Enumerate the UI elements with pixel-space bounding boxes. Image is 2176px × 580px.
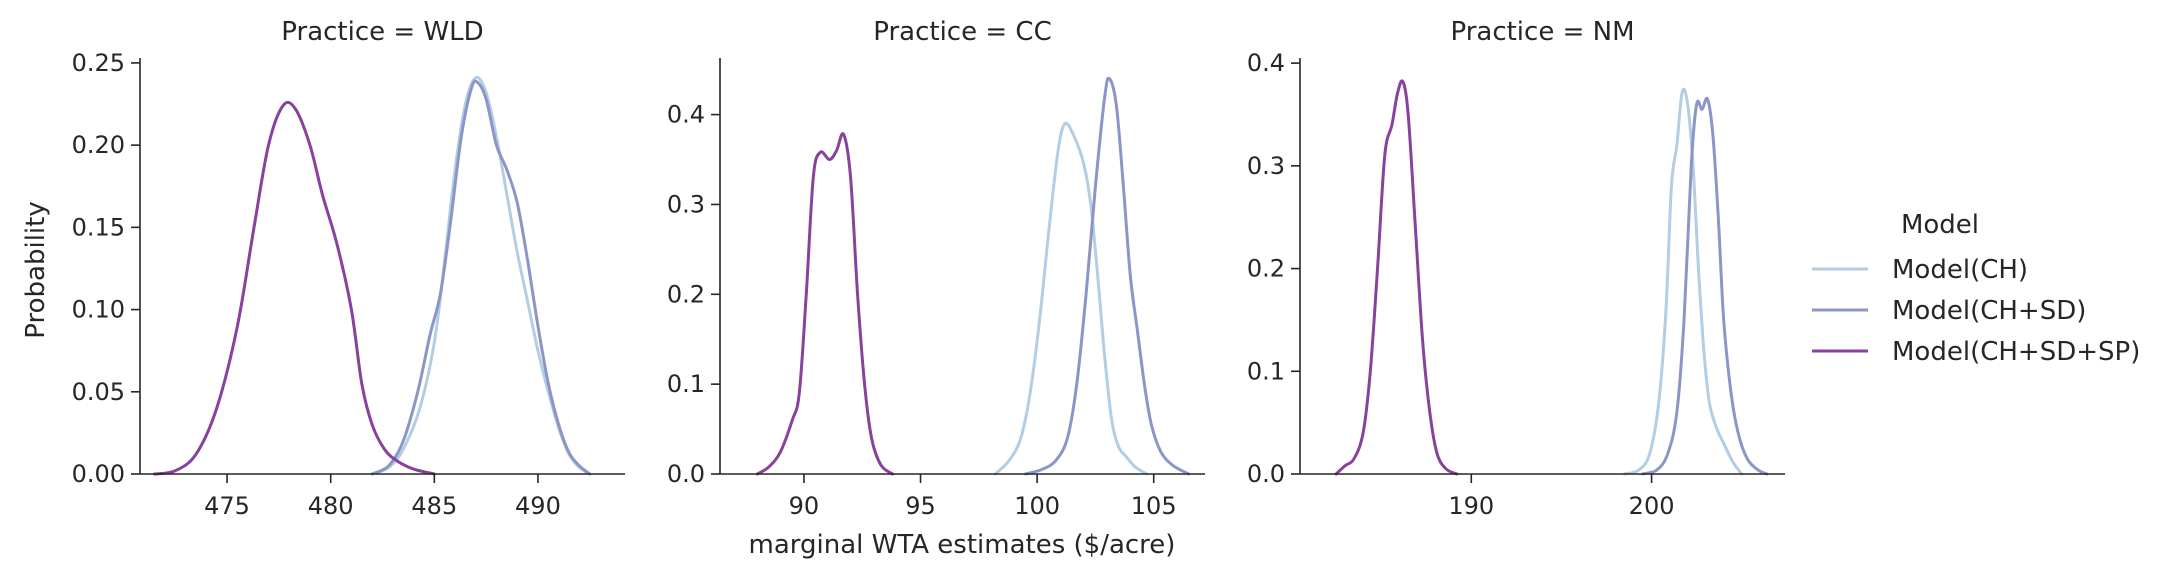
y-tick-label: 0.05 (72, 378, 125, 406)
density-curve-model-ch-sd-sp (755, 132, 895, 476)
y-tick-label: 0.2 (667, 280, 705, 308)
y-tick-label: 0.1 (1247, 357, 1285, 385)
y-tick-label: 0.3 (667, 190, 705, 218)
density-curve-model-ch-sd-sp (153, 100, 436, 476)
y-tick-label: 0.2 (1247, 255, 1285, 283)
x-tick-label: 190 (1448, 492, 1494, 520)
density-curve-model-ch-sd (1641, 96, 1769, 476)
density-curve-model-ch-sd (1023, 76, 1191, 476)
density-curve-model-ch (1623, 87, 1744, 476)
legend-item-model-ch: Model(CH) (1812, 255, 2028, 285)
x-tick-label: 95 (905, 492, 936, 520)
x-tick-label: 475 (204, 492, 250, 520)
legend-label: Model(CH) (1892, 255, 2028, 285)
x-axis-label: marginal WTA estimates ($/acre) (749, 530, 1176, 560)
y-tick-label: 0.4 (667, 101, 705, 129)
legend-label: Model(CH+SD+SP) (1892, 337, 2140, 367)
y-tick-label: 0.15 (72, 213, 125, 241)
legend-item-model-ch-sd-sp: Model(CH+SD+SP) (1812, 337, 2140, 367)
density-curve-model-ch (993, 121, 1149, 476)
panel-title: Practice = WLD (281, 17, 483, 47)
y-tick-label: 0.0 (667, 460, 705, 488)
y-tick-label: 0.20 (72, 131, 125, 159)
density-curves (1334, 79, 1769, 476)
panel-wld: Practice = WLD 475 480 485 490 0.00 0.05 0.10 0.… (72, 17, 625, 520)
y-tick-label: 0.25 (72, 49, 125, 77)
y-axis-label: Probability (21, 201, 51, 338)
legend-title: Model (1901, 210, 1979, 240)
panel-title: Practice = CC (873, 17, 1051, 47)
y-tick-label: 0.00 (72, 460, 125, 488)
density-curves (153, 75, 592, 476)
x-tick-label: 490 (515, 492, 561, 520)
panel-nm: Practice = NM 190 200 0.0 0.1 0.2 0.3 0.4 (1247, 17, 1785, 520)
y-tick-label: 0.0 (1247, 460, 1285, 488)
legend-label: Model(CH+SD) (1892, 296, 2086, 326)
x-tick-label: 90 (789, 492, 820, 520)
panel-title: Practice = NM (1450, 17, 1634, 47)
legend: Model Model(CH) Model(CH+SD) Model(CH+SD+S… (1812, 210, 2140, 367)
legend-item-model-ch-sd: Model(CH+SD) (1812, 296, 2086, 326)
x-tick-label: 485 (411, 492, 457, 520)
density-curve-model-ch-sd-sp (1334, 79, 1459, 476)
x-tick-label: 105 (1131, 492, 1177, 520)
density-curve-model-ch-sd (370, 79, 592, 476)
x-tick-label: 200 (1629, 492, 1675, 520)
y-tick-label: 0.4 (1247, 49, 1285, 77)
density-curves (755, 76, 1191, 476)
x-tick-label: 480 (308, 492, 354, 520)
panel-cc: Practice = CC 90 95 100 105 0.0 0.1 0.2 0.3 0.4 (667, 17, 1205, 520)
y-tick-label: 0.10 (72, 296, 125, 324)
chart-panels: Practice = WLD 475 480 485 490 0.00 0.05 0.10 0.… (72, 17, 1785, 520)
y-tick-label: 0.3 (1247, 152, 1285, 180)
x-tick-label: 100 (1014, 492, 1060, 520)
y-tick-label: 0.1 (667, 370, 705, 398)
